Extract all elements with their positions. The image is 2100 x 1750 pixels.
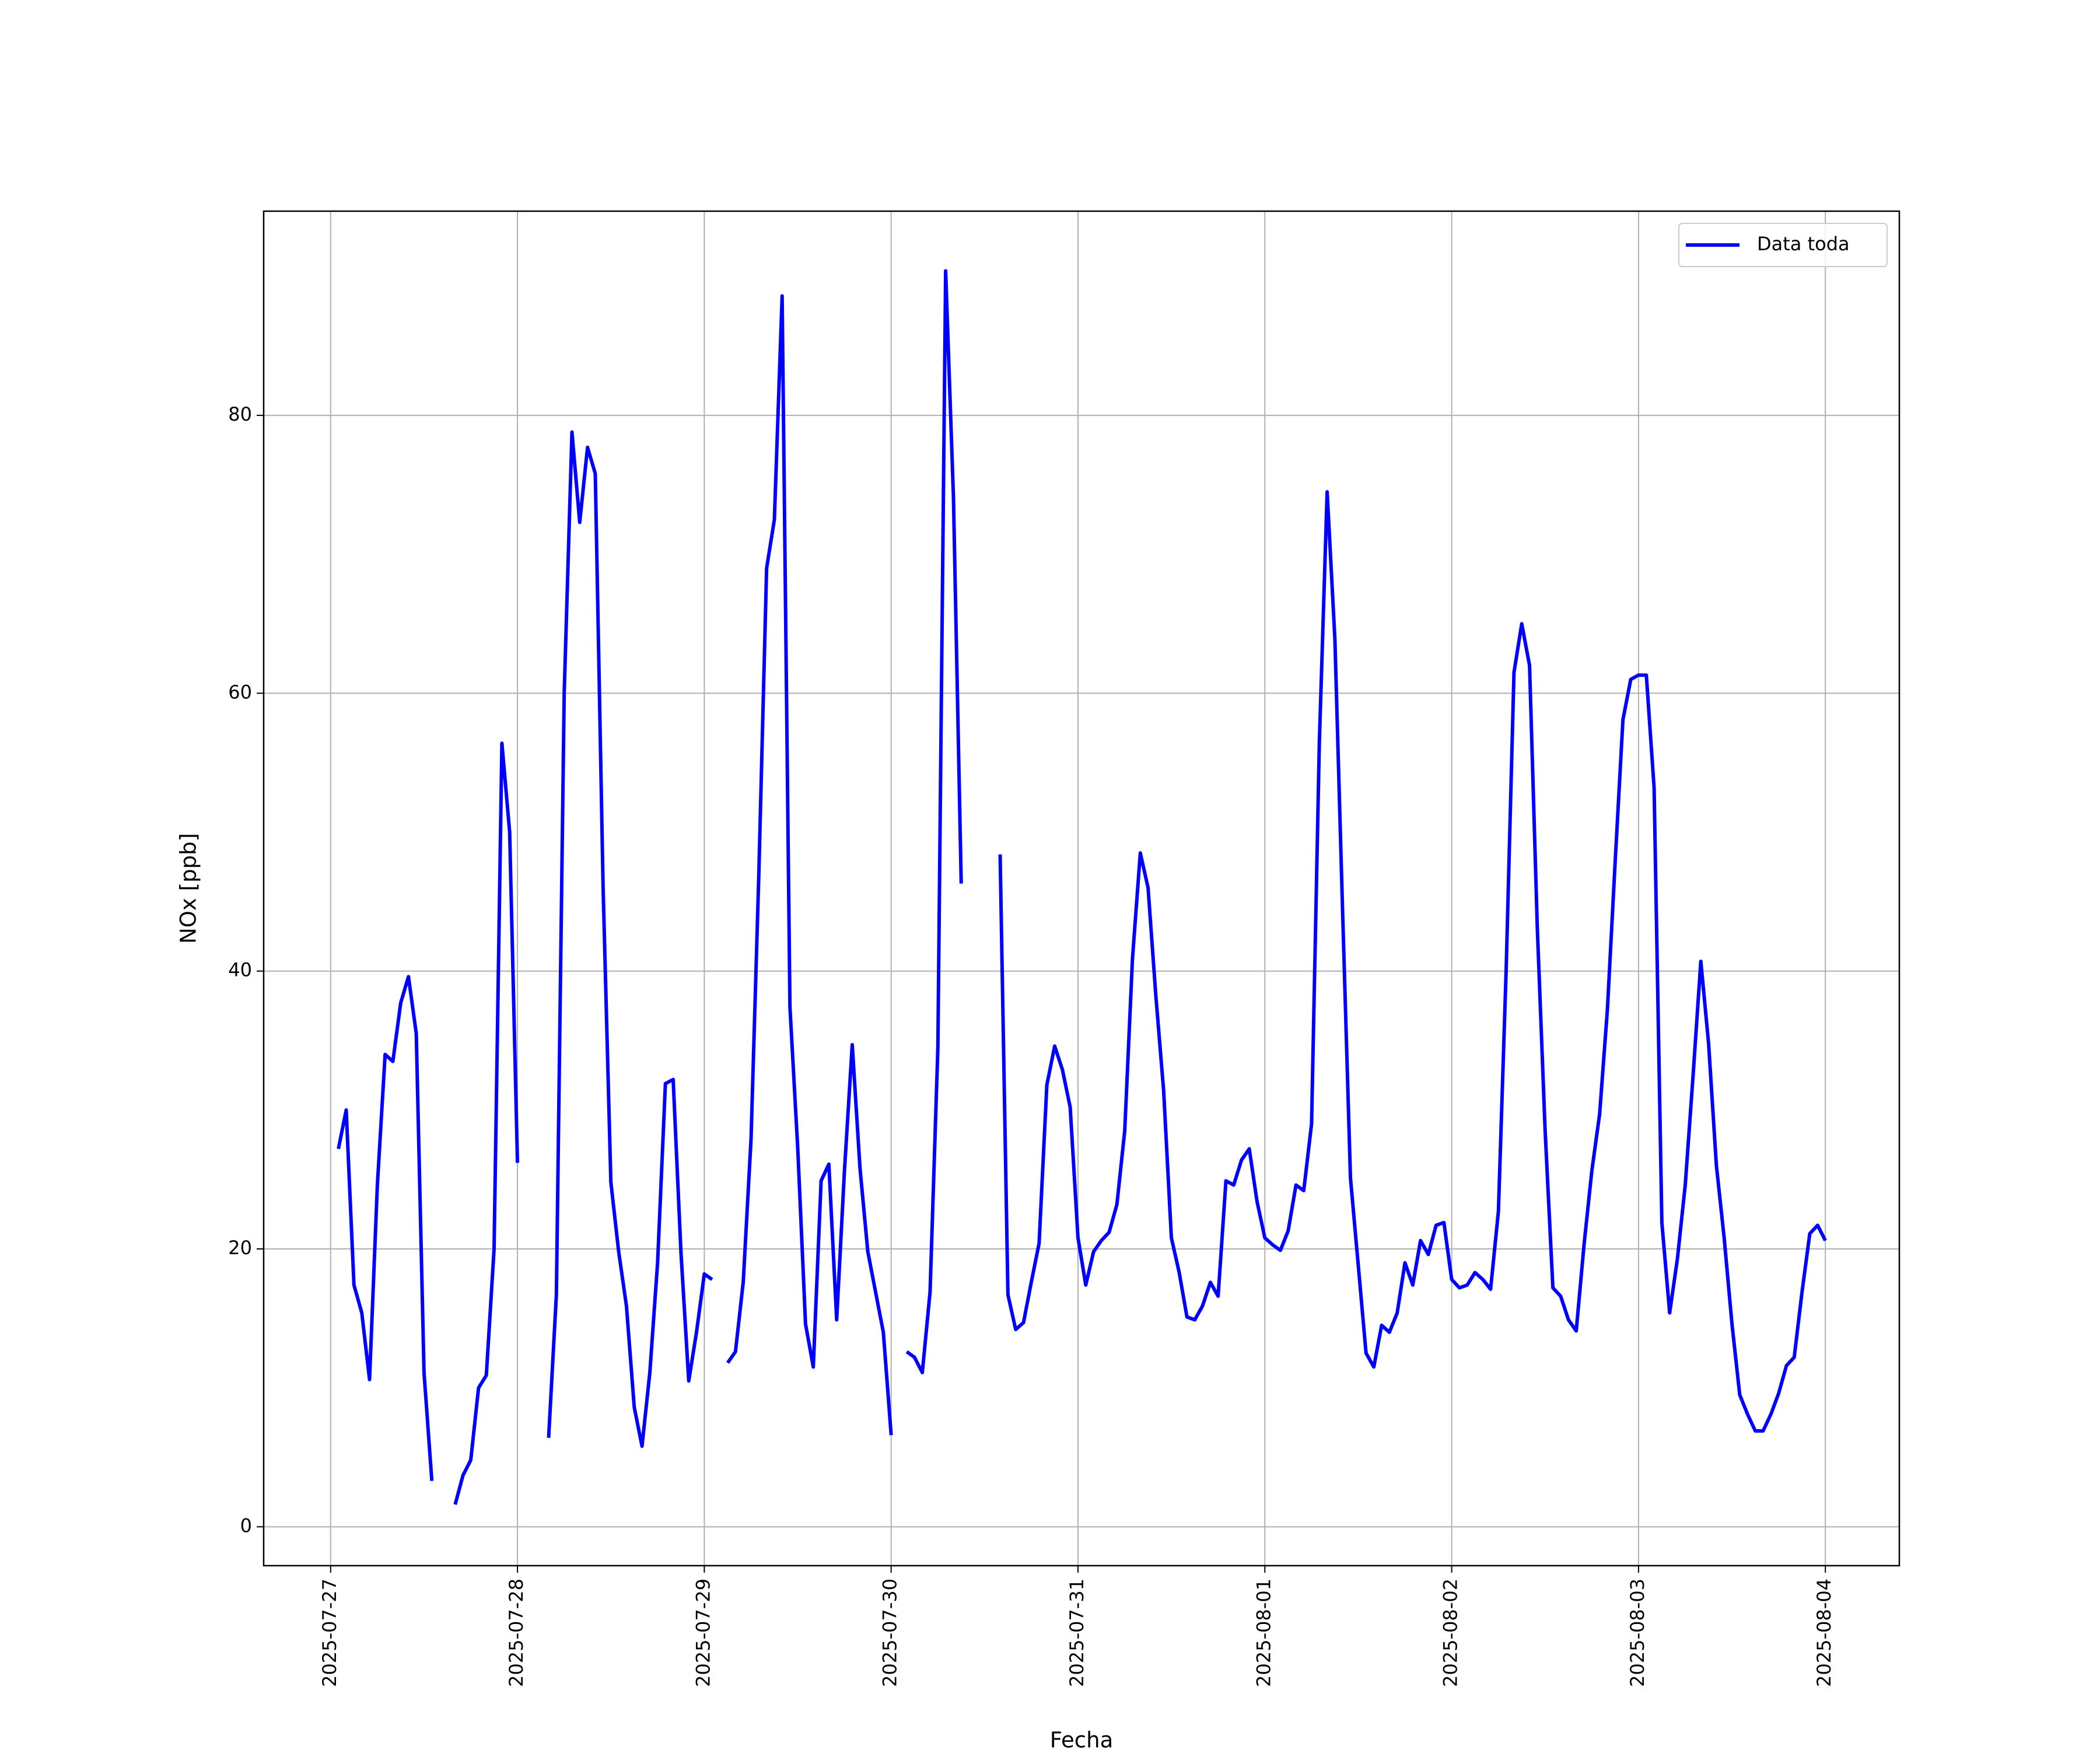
y-tick-label: 60 <box>228 681 252 703</box>
x-tick-label: 2025-07-31 <box>1066 1578 1088 1687</box>
y-tick-label: 20 <box>228 1237 252 1259</box>
legend: Data toda <box>1678 223 1888 267</box>
x-tick-label: 2025-08-02 <box>1440 1578 1462 1687</box>
y-tick-label: 80 <box>228 403 252 425</box>
x-tick-label: 2025-08-04 <box>1813 1578 1835 1687</box>
plot-frame <box>262 210 1901 1567</box>
plot-layer <box>337 269 1827 1505</box>
x-tick-label: 2025-07-30 <box>879 1578 901 1687</box>
x-tick-label: 2025-08-01 <box>1252 1578 1275 1687</box>
x-tick-label: 2025-07-29 <box>692 1578 714 1687</box>
y-tick-label: 40 <box>228 959 252 981</box>
legend-box <box>1678 223 1888 267</box>
x-tick-label: 2025-07-28 <box>505 1578 527 1687</box>
grid-layer <box>264 211 1899 1566</box>
x-tick-label: 2025-08-03 <box>1626 1578 1648 1687</box>
y-tick-label: 0 <box>240 1514 252 1536</box>
y-axis-label: NOx [ppb] <box>176 833 201 944</box>
x-axis-label: Fecha <box>1050 1728 1114 1750</box>
legend-label: Data toda <box>1757 233 1850 255</box>
x-tick-label: 2025-07-27 <box>318 1578 341 1687</box>
data-line <box>337 269 1827 1505</box>
